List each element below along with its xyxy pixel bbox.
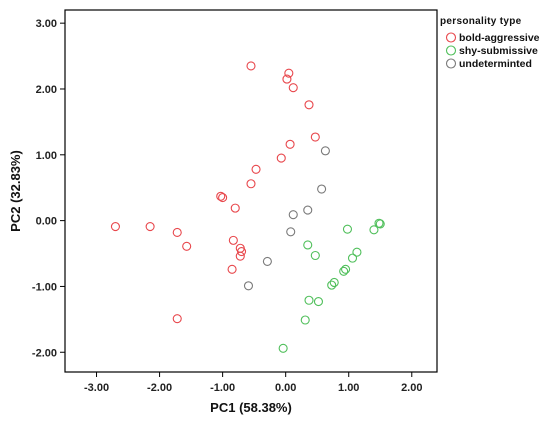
point-bold-aggressive [235,251,245,261]
y-axis-title: PC2 (32.83%) [8,150,23,232]
y-tick-label: -1.00 [32,281,57,293]
point-shy-submissive [278,343,288,353]
legend: personality type bold-aggressiveshy-subm… [440,16,540,70]
point-bold-aggressive [236,247,247,257]
y-tick-label: 3.00 [36,18,57,30]
point-bold-aggressive [288,83,298,93]
x-tick-label: 1.00 [338,382,359,394]
point-bold-aggressive [182,241,192,251]
point-shy-submissive [375,219,385,229]
y-tick-label: 0.00 [36,216,57,228]
x-tick-label: -3.00 [84,382,109,394]
point-shy-submissive [347,253,358,263]
y-tick-label: -2.00 [32,347,57,359]
point-bold-aggressive [230,203,240,213]
point-bold-aggressive [145,221,155,232]
y-axis: 3.00 2.00 1.00 0.00 -1.00 -2.00 [32,18,65,359]
point-undeterminted [262,256,272,266]
point-bold-aggressive [251,164,261,174]
legend-marker-shy-submissive [445,45,457,56]
legend-marker-bold-aggressive [445,32,457,43]
legend-label-undeterminted: undeterminted [459,58,532,70]
legend-title: personality type [440,16,522,27]
point-bold-aggressive [110,221,120,232]
plot-frame [64,9,438,373]
point-bold-aggressive [172,314,182,324]
x-tick-label: -1.00 [210,382,235,394]
point-bold-aggressive [285,139,295,149]
point-bold-aggressive [246,179,256,189]
point-undeterminted [317,184,327,194]
point-bold-aggressive [284,68,294,78]
x-axis-title: PC1 (58.38%) [210,400,292,415]
y-tick-label: 1.00 [36,150,57,162]
point-bold-aggressive [282,74,292,84]
point-bold-aggressive [310,132,320,142]
point-shy-submissive [352,247,362,257]
point-shy-submissive [300,315,310,325]
point-shy-submissive [304,295,314,305]
y-tick-label: 2.00 [36,84,57,96]
point-bold-aggressive [304,100,314,110]
point-shy-submissive [369,225,379,235]
point-shy-submissive [303,240,313,250]
point-undeterminted [303,205,313,215]
point-shy-submissive [329,277,339,288]
point-undeterminted [288,210,298,220]
point-undeterminted [286,227,296,237]
point-undeterminted [243,281,254,291]
x-tick-label: 2.00 [401,382,422,394]
point-shy-submissive [342,224,353,234]
point-shy-submissive [310,250,320,261]
point-bold-aggressive [216,191,226,201]
point-shy-submissive [339,266,349,276]
point-bold-aggressive [172,227,182,238]
point-bold-aggressive [246,61,256,71]
data-points [110,61,385,353]
x-axis: -3.00 -2.00 -1.00 0.00 1.00 2.00 [84,372,422,394]
point-bold-aggressive [276,153,286,163]
point-shy-submissive [341,264,351,274]
point-bold-aggressive [227,264,237,274]
legend-marker-undeterminted [445,58,457,69]
point-bold-aggressive [218,193,228,203]
point-shy-submissive [313,297,324,307]
legend-label-bold-aggressive: bold-aggressive [459,32,540,44]
point-undeterminted [320,146,330,156]
point-shy-submissive [327,280,337,290]
legend-label-shy-submissive: shy-submissive [459,45,538,57]
x-tick-label: -2.00 [147,382,172,394]
point-bold-aggressive [228,235,238,245]
x-tick-label: 0.00 [275,382,296,394]
